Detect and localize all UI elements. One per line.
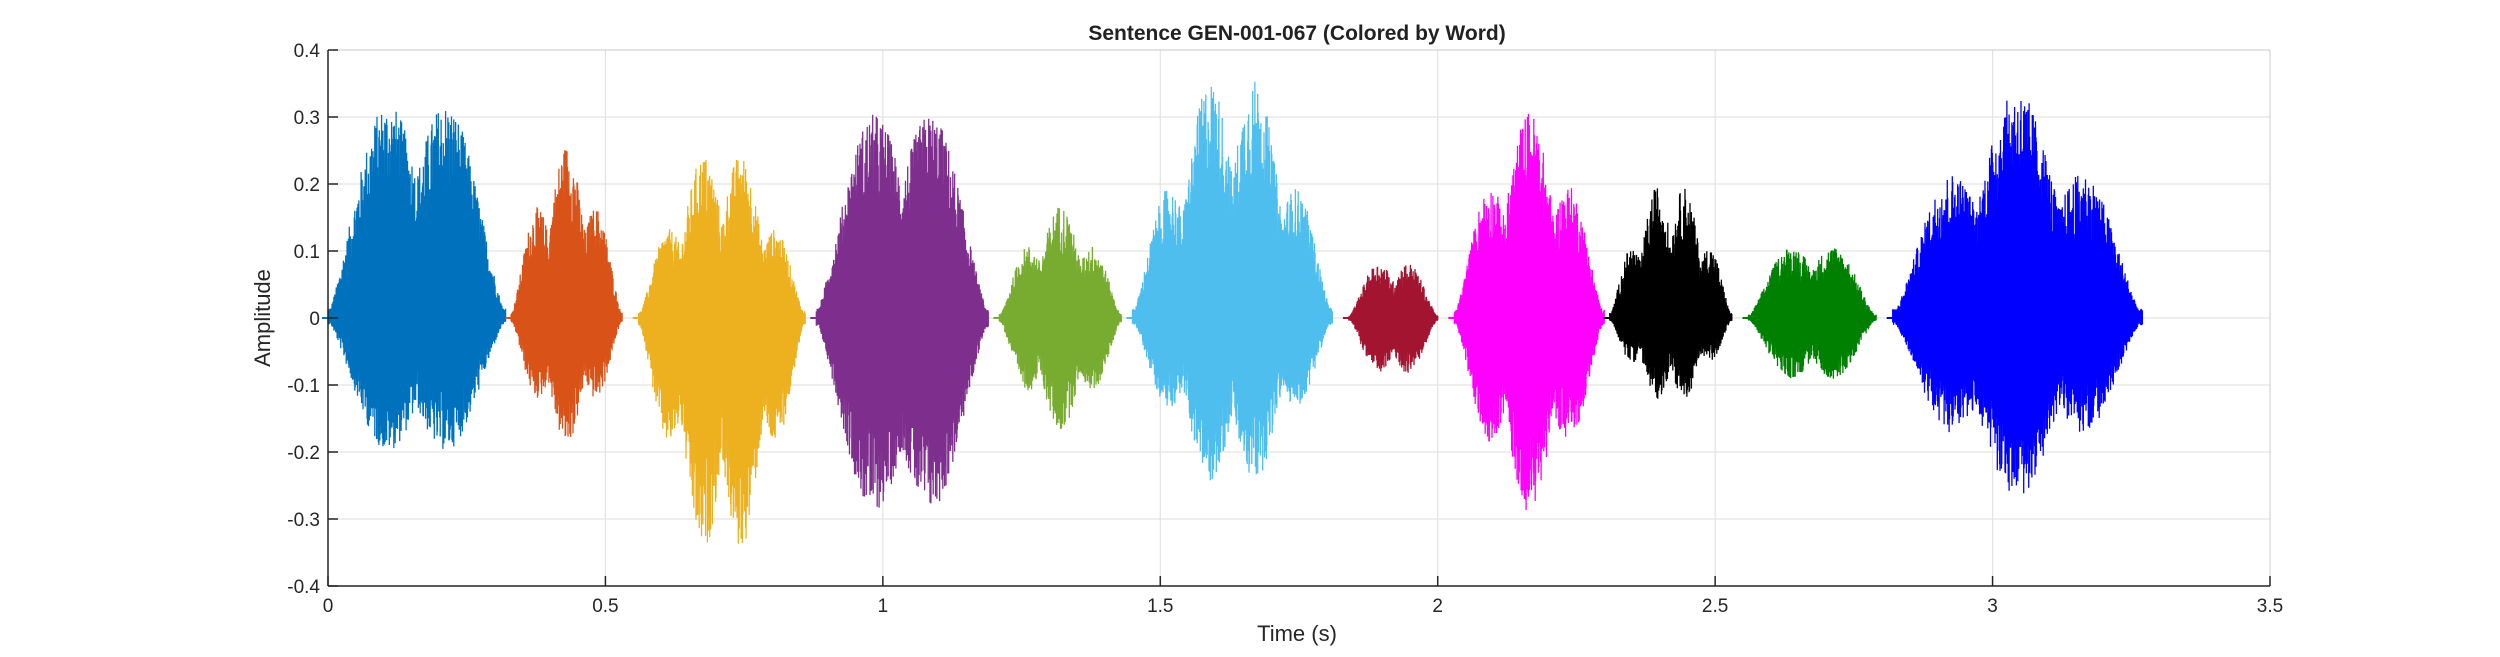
x-tick-label: 3: [1987, 596, 1998, 617]
x-tick-label: 3.5: [2257, 596, 2283, 617]
word-waveform-2: [510, 150, 623, 438]
x-tick-label: 0.5: [592, 596, 618, 617]
x-tick-label: 0: [323, 596, 334, 617]
y-tick-label: 0: [309, 309, 320, 330]
word-waveform-8: [1453, 113, 1605, 511]
y-tick-label: -0.3: [287, 510, 320, 531]
chart-title: Sentence GEN-001-067 (Colored by Word): [1088, 22, 1505, 45]
plot-area: 0 0.5 1 1.5 2 2.5 3 3.5 -0.4 -0.3 -0.2 -0.1 0 0.1 0.2 0…: [287, 41, 2283, 617]
word-waveform-11: [1892, 100, 2144, 494]
y-tick-label: 0.3: [294, 108, 320, 129]
word-waveform-5: [998, 207, 1123, 429]
y-tick-label: 0.2: [294, 175, 320, 196]
y-tick-label: 0.4: [294, 41, 321, 62]
x-tick-label: 1: [878, 596, 889, 617]
word-waveform-4: [815, 114, 989, 508]
y-axis-label: Amplitude: [250, 269, 275, 367]
y-tick-label: 0.1: [294, 242, 320, 263]
y-tick-label: -0.4: [287, 577, 320, 598]
y-tick-label: -0.2: [287, 443, 320, 464]
word-waveform-9: [1609, 188, 1733, 399]
y-tick-label: -0.1: [287, 376, 320, 397]
x-tick-label: 1.5: [1147, 596, 1173, 617]
word-waveform-6: [1131, 81, 1333, 481]
word-waveform-7: [1348, 264, 1439, 373]
waveform-series: [322, 81, 2144, 544]
x-tick-label: 2.5: [1702, 596, 1728, 617]
x-tick-label: 2: [1432, 596, 1443, 617]
x-axis-label: Time (s): [1257, 621, 1337, 646]
word-waveform-1: [327, 110, 507, 449]
word-waveform-3: [638, 159, 806, 544]
tick-labels: 0 0.5 1 1.5 2 2.5 3 3.5 -0.4 -0.3 -0.2 -0.1 0 0.1 0.2 0…: [287, 41, 2283, 617]
word-waveform-10: [1747, 248, 1877, 379]
